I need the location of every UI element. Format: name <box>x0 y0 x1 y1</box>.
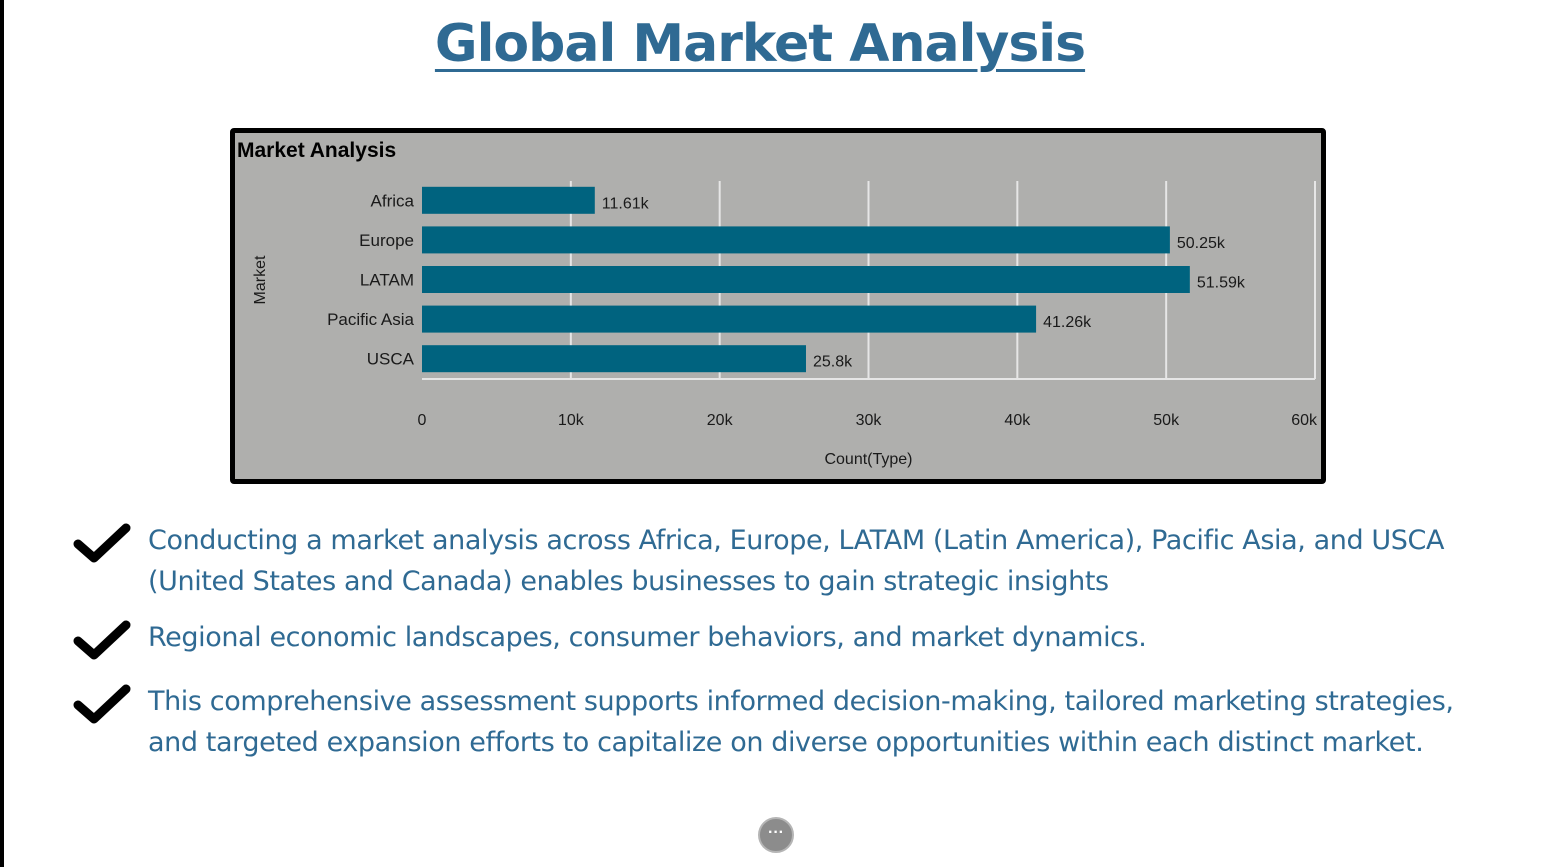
more-options-button[interactable]: ··· <box>758 817 794 853</box>
bar <box>422 345 806 373</box>
x-tick-label: 10k <box>558 412 585 429</box>
ellipsis-icon: ··· <box>768 824 784 841</box>
page-title: Global Market Analysis <box>434 14 1086 74</box>
bullet-item-1: Conducting a market analysis across Afri… <box>72 520 1508 602</box>
data-label: 11.61k <box>602 195 650 212</box>
bullet-text: Conducting a market analysis across Afri… <box>148 525 1445 597</box>
x-axis-label: Count(Type) <box>824 451 912 468</box>
y-tick-label: LATAM <box>360 271 414 290</box>
bar <box>422 186 595 214</box>
bullet-item-2: Regional economic landscapes, consumer b… <box>72 617 1508 665</box>
data-label: 25.8k <box>813 354 853 371</box>
x-tick-label: 60k <box>1291 412 1318 429</box>
bullet-text: Regional economic landscapes, consumer b… <box>148 622 1147 653</box>
y-axis-label: Market <box>252 255 269 304</box>
market-analysis-chart: Market Analysis Africa 11.61k Europe 50.25k L… <box>237 139 1318 468</box>
chart-title: Market Analysis <box>237 139 396 162</box>
bullet-item-3: This comprehensive assessment supports i… <box>72 681 1508 763</box>
y-tick-label: Africa <box>371 191 415 210</box>
x-tick-label: 30k <box>856 412 883 429</box>
checkmark-icon <box>73 684 131 724</box>
bar <box>422 305 1037 333</box>
x-tick-label: 40k <box>1004 412 1031 429</box>
bar <box>422 266 1190 293</box>
data-label: 41.26k <box>1043 314 1092 331</box>
checkmark-icon <box>73 620 131 660</box>
data-label: 51.59k <box>1197 275 1246 292</box>
y-tick-label: Pacific Asia <box>327 310 414 329</box>
chart-container: Market Analysis Africa 11.61k Europe 50.25k L… <box>230 128 1326 484</box>
bullet-text: This comprehensive assessment supports i… <box>148 686 1454 758</box>
y-tick-label: Europe <box>359 231 414 250</box>
x-tick-label: 0 <box>418 412 427 429</box>
checkmark-icon <box>73 523 131 563</box>
bar <box>422 226 1170 254</box>
x-tick-label: 20k <box>707 412 734 429</box>
y-tick-label: USCA <box>367 350 415 369</box>
data-label: 50.25k <box>1177 235 1226 252</box>
left-window-edge <box>0 0 4 867</box>
x-tick-label: 50k <box>1153 412 1180 429</box>
